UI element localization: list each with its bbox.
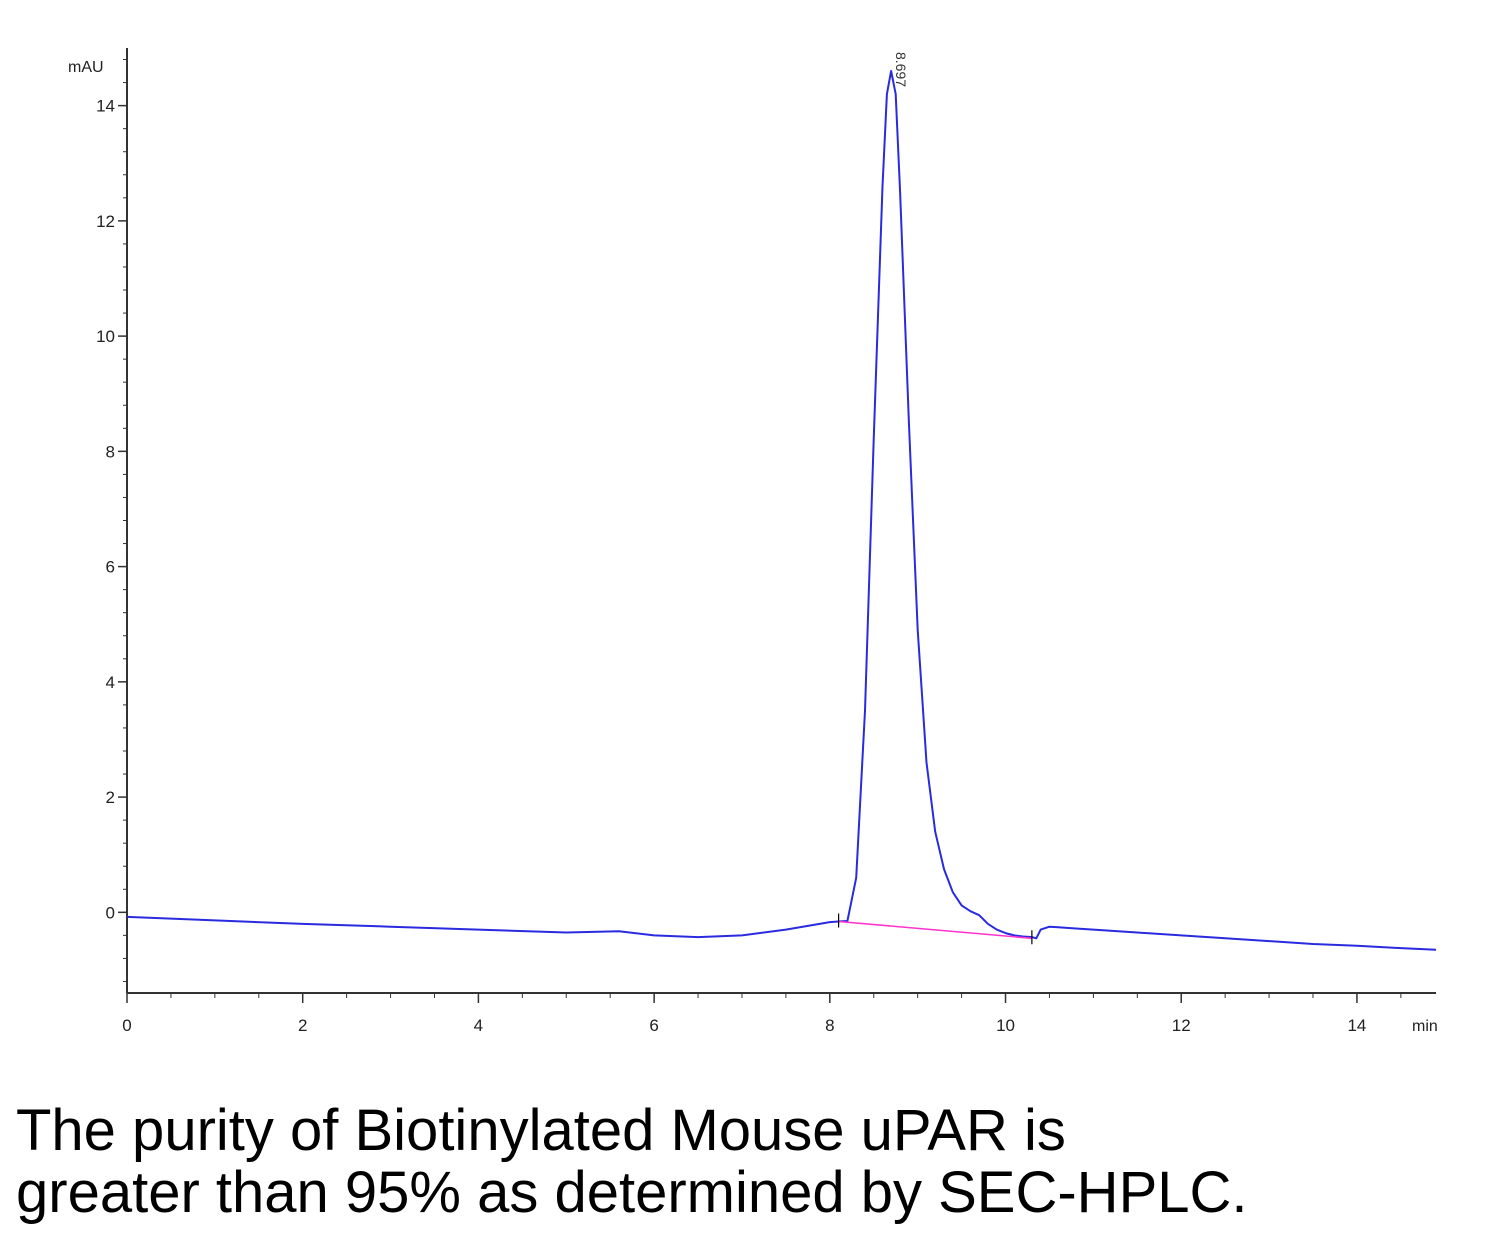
y-tick-label: 0 (106, 903, 115, 922)
figure-caption: The purity of Biotinylated Mouse uPAR is… (16, 1100, 1486, 1224)
caption-line-1: The purity of Biotinylated Mouse uPAR is (16, 1098, 1066, 1163)
caption-line-2: greater than 95% as determined by SEC-HP… (16, 1160, 1248, 1225)
chromatogram-chart: 0 2 4 6 8 10 12 14 mAU 0 2 4 6 8 10 12 14 min 8.697 (68, 48, 1500, 1043)
chromatogram-trace (126, 70, 1437, 951)
y-axis-label: mAU (68, 59, 104, 76)
x-tick-label: 12 (1172, 1016, 1191, 1035)
x-label-clip (1437, 1013, 1500, 1043)
x-tick-label: 4 (474, 1016, 483, 1035)
x-tick-label: 0 (122, 1016, 131, 1035)
x-tick-label: 10 (996, 1016, 1015, 1035)
integration-baseline (838, 920, 1032, 940)
x-tick-label: 2 (298, 1016, 307, 1035)
y-tick-label: 4 (106, 673, 115, 692)
y-tick-label: 12 (96, 212, 115, 231)
peak-retention-label: 8.697 (893, 52, 909, 87)
y-tick-label: 14 (96, 97, 115, 116)
y-tick-label: 6 (106, 558, 115, 577)
chart-series (126, 70, 1437, 951)
x-tick-label: 14 (1347, 1016, 1366, 1035)
chart-annotations: 8.697 (893, 52, 909, 87)
y-tick-label: 2 (106, 788, 115, 807)
chart-axes: 0 2 4 6 8 10 12 14 mAU 0 2 4 6 8 10 12 14 min (68, 48, 1500, 1043)
x-tick-label: 8 (825, 1016, 834, 1035)
y-tick-label: 8 (106, 442, 115, 461)
x-tick-label: 6 (649, 1016, 658, 1035)
x-axis-label: min (1412, 1018, 1438, 1035)
y-tick-label: 10 (96, 327, 115, 346)
